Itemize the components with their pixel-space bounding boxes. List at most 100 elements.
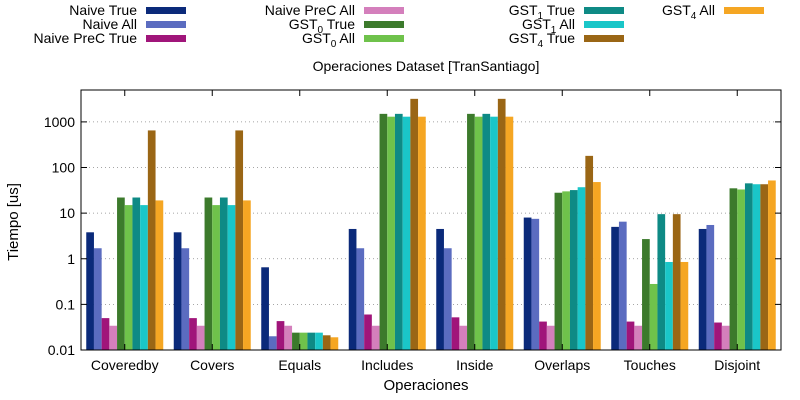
legend-label: Naive PreC True: [34, 30, 138, 46]
bar: [459, 325, 468, 350]
bar: [147, 130, 156, 350]
bar: [680, 261, 689, 350]
bar: [672, 214, 681, 350]
bar: [276, 321, 285, 350]
bar: [418, 116, 426, 350]
bar: [562, 191, 570, 350]
x-tick-label: Inside: [456, 357, 494, 373]
bar: [593, 182, 601, 350]
legend-swatch: [584, 35, 624, 42]
legend-label: GST1 All: [522, 16, 575, 36]
bar: [497, 98, 506, 350]
y-tick-label: 10: [59, 205, 75, 221]
bar: [523, 217, 532, 350]
legend-label: Naive All: [83, 16, 137, 32]
y-tick-label: 0.01: [48, 342, 75, 358]
bar: [322, 335, 331, 350]
bar: [642, 239, 650, 350]
legend-label: GST4 All: [662, 2, 715, 22]
bar: [721, 325, 730, 350]
bar: [117, 197, 125, 350]
y-axis-label: Tiempo [us]: [5, 183, 22, 261]
bar: [268, 336, 277, 350]
bar: [760, 184, 769, 350]
bar: [410, 98, 419, 350]
legend-swatch: [584, 21, 624, 28]
legend-swatch: [146, 35, 186, 42]
bar: [467, 113, 475, 350]
bar: [387, 116, 395, 350]
bar: [546, 325, 555, 350]
bar: [379, 113, 388, 350]
y-axis: 0.01 0.1 1 10 100 1000: [44, 114, 781, 358]
bar: [729, 188, 738, 350]
bar: [698, 228, 707, 350]
legend-label: Naive PreC All: [265, 2, 355, 18]
bar: [744, 183, 753, 350]
x-tick-label: Disjoint: [714, 357, 760, 373]
bar: [657, 214, 666, 350]
x-tick-label: Covers: [190, 357, 234, 373]
bar: [436, 228, 444, 350]
bar: [611, 226, 619, 350]
legend-label: GST0 All: [302, 30, 355, 50]
chart-title: Operaciones Dataset [TranSantiago]: [313, 58, 540, 74]
x-tick-label: Includes: [361, 357, 413, 373]
x-axis-label: Operaciones: [383, 377, 468, 394]
bar: [124, 205, 133, 350]
bar: [577, 187, 586, 350]
bar: [307, 332, 316, 350]
legend-swatch: [364, 35, 404, 42]
bar: [752, 184, 761, 350]
bars: [86, 98, 776, 350]
bar: [132, 197, 141, 350]
legend-label: Naive True: [69, 2, 137, 18]
bar: [490, 116, 498, 350]
bar: [227, 205, 236, 350]
bar: [665, 261, 673, 350]
bar: [204, 197, 213, 350]
x-tick-label: Equals: [278, 357, 321, 373]
legend-swatch: [584, 7, 624, 14]
bar: [474, 116, 483, 350]
bar: [155, 200, 164, 350]
bar: [109, 325, 118, 350]
plot-frame: [80, 89, 782, 351]
bar: [101, 318, 110, 350]
bar: [348, 228, 357, 350]
x-tick-label: Overlaps: [534, 357, 590, 373]
bar: [330, 337, 339, 350]
bar: [394, 113, 403, 350]
legend-swatch: [146, 21, 186, 28]
bar: [569, 190, 578, 350]
y-tick-label: 1000: [44, 114, 75, 130]
bar: [93, 248, 102, 350]
legend-swatch: [724, 7, 764, 14]
legend-label: GST0 True: [289, 16, 355, 36]
bar: [299, 332, 308, 350]
bar: [364, 314, 372, 350]
bar: [634, 325, 643, 350]
bar: [443, 248, 452, 350]
bar: [243, 200, 251, 350]
bar: [618, 221, 627, 350]
bar: [737, 189, 745, 350]
bar: [706, 224, 715, 350]
x-tick-label: Coveredby: [91, 357, 159, 373]
bar: [714, 322, 722, 350]
bar: [768, 180, 776, 350]
x-tick-label: Touches: [624, 357, 676, 373]
y-tick-label: 100: [52, 160, 76, 176]
bar: [181, 248, 190, 350]
legend-label: GST4 True: [509, 30, 575, 50]
bar: [451, 317, 460, 350]
bar: [531, 218, 540, 350]
legend-label: GST1 True: [509, 2, 575, 22]
legend-swatch: [364, 21, 404, 28]
bar: [482, 113, 491, 350]
bar: [554, 192, 563, 350]
y-tick-label: 0.1: [56, 296, 76, 312]
bar: [539, 321, 547, 350]
bar: [626, 321, 635, 350]
